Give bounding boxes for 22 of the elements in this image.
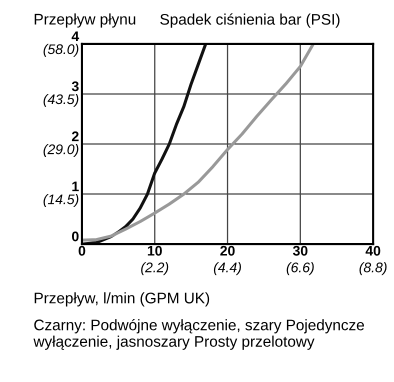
x-tick-label: 10	[148, 246, 162, 256]
x-tick-label: 40	[366, 246, 380, 256]
y2-tick-label: (43.5)	[44, 94, 78, 107]
x2-tick-label: (2.2)	[141, 262, 168, 276]
y-tick-label: 3	[72, 81, 79, 92]
y-tick-label: 2	[72, 131, 79, 142]
y-tick-label: 4	[72, 31, 80, 42]
x2-tick-label: (8.8)	[359, 262, 387, 276]
x2-tick-label: (4.4)	[214, 262, 241, 276]
y-axis-title: Spadek ciśnienia bar (PSI)	[160, 13, 340, 28]
x-tick-label: 30	[292, 246, 308, 256]
y2-tick-label: (29.0)	[44, 144, 78, 157]
y2-tick-label: (58.0)	[44, 44, 78, 57]
y-tick-label: 0	[72, 232, 79, 242]
y-tick-label: 1	[72, 182, 79, 192]
chart-title: Przepływ płynu	[34, 13, 136, 28]
x2-tick-label: (6.6)	[286, 262, 314, 276]
x-axis-title: Przepływ, l/min (GPM UK)	[34, 292, 210, 306]
x-tick-label: 0	[78, 246, 86, 256]
text: Czarny: Podwójne wyłączenie, szary Pojedyncze wyłączenie, jasnoszary Prosty przelotowy	[33, 318, 364, 350]
x-tick-label: 20	[220, 246, 235, 256]
y2-tick-label: (14.5)	[44, 194, 78, 207]
